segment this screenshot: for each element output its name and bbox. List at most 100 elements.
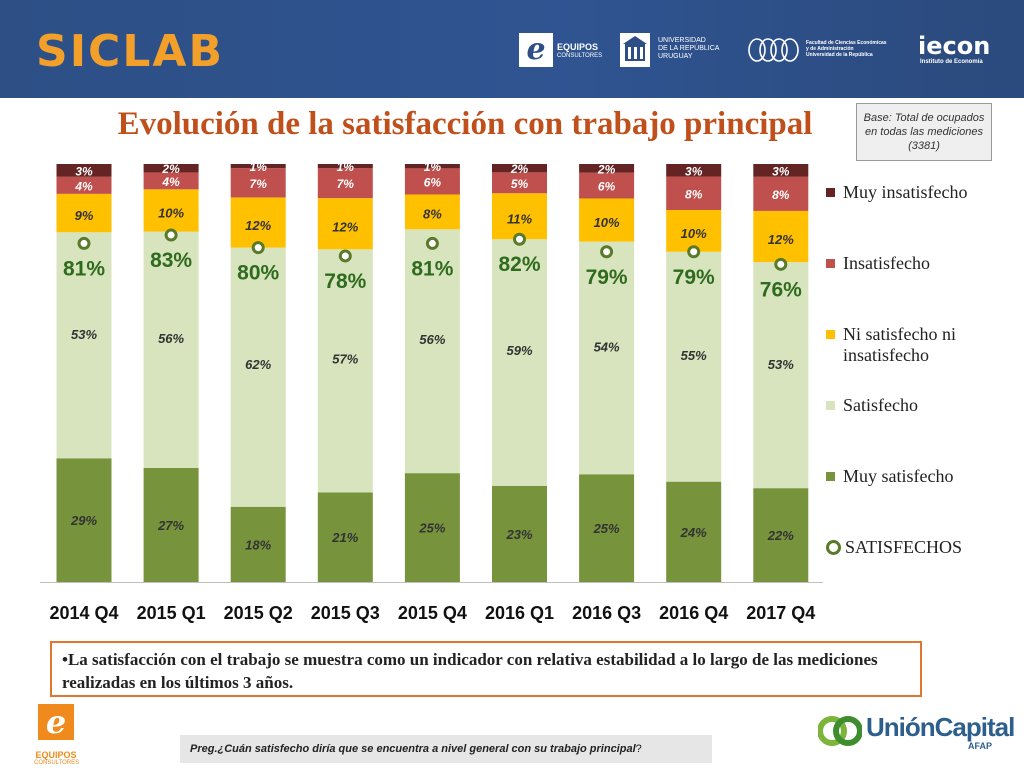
data-label-insatisfecho: 6%	[424, 175, 442, 189]
data-label-muy-insatisfecho: 2%	[510, 162, 529, 176]
legend-item-muy-satisfecho: Muy satisfecho	[826, 466, 953, 487]
iecon-logo: iecon Instituto de Economía	[918, 32, 991, 65]
bar-segment-satisfecho	[56, 232, 112, 459]
chart-title: Evolución de la satisfacción con trabajo…	[117, 106, 813, 142]
legend-swatch	[826, 401, 835, 410]
data-label-insatisfecho: 8%	[685, 187, 703, 201]
data-label-insatisfecho: 6%	[598, 180, 616, 194]
legend-label: Ni satisfecho ni insatisfecho	[843, 324, 956, 365]
bar-segment-ni-satisfecho	[317, 198, 373, 250]
data-label-satisfecho: 57%	[332, 352, 358, 367]
bar-segment-muy-satisfecho	[230, 506, 286, 582]
data-label-muy-satisfecho: 27%	[157, 518, 184, 533]
survey-question: Preg. ¿Cuán satisfecho diría que se encu…	[180, 735, 712, 763]
data-label-ni-satisfecho: 8%	[423, 207, 442, 222]
equipos-footer-subtext: CONSULTORES	[34, 760, 80, 766]
legend-item-muy-insatisfecho: Muy insatisfecho	[826, 182, 967, 203]
legend-label: SATISFECHOS	[845, 537, 963, 557]
data-label-muy-insatisfecho: 1%	[250, 160, 268, 174]
bar-segment-satisfecho	[492, 239, 547, 486]
bar-segment-muy-satisfecho	[666, 481, 722, 582]
data-label-muy-insatisfecho: 3%	[772, 164, 790, 178]
data-label-insatisfecho: 8%	[772, 188, 790, 202]
bar-segment-muy-satisfecho	[56, 458, 112, 582]
bar-segment-ni-satisfecho	[666, 209, 722, 252]
satisfechos-marker	[687, 245, 701, 259]
legend-label: Muy insatisfecho	[843, 182, 968, 202]
legend-marker	[826, 540, 841, 555]
summary-note: •La satisfacción con el trabajo se muest…	[50, 641, 922, 697]
legend-item-satisfechos: SATISFECHOS	[826, 537, 962, 558]
data-label-insatisfecho: 4%	[74, 179, 93, 193]
bar-segment-ni-satisfecho	[579, 198, 635, 242]
bar-segment-muy-insatisfecho	[492, 164, 547, 173]
data-label-satisfecho: 62%	[245, 357, 271, 372]
satisfechos-label: 80%	[237, 262, 279, 285]
data-label-ni-satisfecho: 9%	[75, 208, 94, 223]
bar-segment-muy-insatisfecho	[56, 164, 112, 177]
satisfechos-marker	[513, 232, 526, 246]
data-label-satisfecho: 56%	[419, 332, 445, 347]
legend-swatch	[826, 259, 835, 268]
data-label-muy-insatisfecho: 1%	[337, 160, 355, 174]
bar-segment-muy-satisfecho	[317, 492, 373, 582]
data-label-muy-insatisfecho: 3%	[685, 164, 703, 178]
data-label-muy-insatisfecho: 3%	[75, 164, 93, 178]
equipos-footer-logo: e EQUIPOS CONSULTORES	[34, 703, 80, 766]
data-label-satisfecho: 55%	[681, 348, 707, 363]
data-label-muy-satisfecho: 25%	[593, 521, 620, 536]
x-tick-label: 2015 Q3	[311, 603, 380, 623]
brand-logo: SICLAB	[36, 26, 224, 77]
satisfechos-marker	[251, 241, 265, 255]
satisfechos-marker	[77, 236, 91, 250]
data-label-satisfecho: 54%	[594, 339, 620, 354]
x-tick-label: 2015 Q2	[224, 603, 293, 623]
equipos-logo: e EQUIPOS CONSULTORES	[519, 33, 602, 69]
legend-label: Satisfecho	[843, 395, 918, 415]
satisfechos-label: 78%	[324, 270, 366, 293]
satisfechos-marker	[425, 236, 439, 250]
data-label-muy-satisfecho: 25%	[418, 521, 445, 536]
data-label-insatisfecho: 5%	[511, 177, 529, 191]
satisfechos-label: 81%	[411, 257, 453, 280]
data-label-muy-satisfecho: 21%	[331, 530, 358, 545]
bar-segment-muy-satisfecho	[579, 474, 635, 582]
data-label-insatisfecho: 7%	[337, 177, 355, 191]
x-tick-label: 2016 Q1	[485, 603, 554, 623]
legend-label: Muy satisfecho	[843, 466, 954, 486]
x-tick-label: 2015 Q4	[398, 603, 467, 623]
bar-segment-satisfecho	[579, 241, 635, 475]
satisfechos-label: 81%	[63, 257, 105, 280]
bar-segment-insatisfecho	[404, 168, 460, 195]
satisfechos-marker	[164, 228, 178, 242]
data-label-satisfecho: 53%	[71, 327, 97, 342]
bar-segment-ni-satisfecho	[230, 197, 286, 248]
bar-segment-ni-satisfecho	[143, 189, 199, 232]
bar-segment-insatisfecho	[317, 168, 373, 199]
bar-segment-insatisfecho	[230, 168, 286, 198]
data-label-muy-insatisfecho: 1%	[424, 160, 442, 174]
satisfechos-label: 83%	[150, 249, 192, 272]
bar-segment-satisfecho	[230, 247, 286, 507]
bar-segment-insatisfecho	[579, 172, 635, 199]
equipos-footer-text: EQUIPOS	[35, 750, 77, 760]
satisfechos-label: 79%	[586, 266, 628, 289]
bar-segment-muy-insatisfecho	[317, 164, 373, 169]
data-label-muy-insatisfecho: 2%	[161, 162, 180, 176]
data-label-muy-insatisfecho: 2%	[597, 162, 616, 176]
bar-segment-ni-satisfecho	[56, 193, 112, 233]
union-capital-logo: UniónCapital AFAP	[818, 710, 1015, 756]
question-text: ¿Cuán satisfecho diría que se encuentra …	[217, 743, 636, 755]
data-label-muy-satisfecho: 29%	[70, 513, 97, 528]
satisfechos-label: 82%	[498, 253, 540, 276]
bar-segment-satisfecho	[404, 229, 460, 474]
data-label-ni-satisfecho: 10%	[681, 226, 707, 241]
legend-item-satisfecho: Satisfecho	[826, 395, 918, 416]
stacked-bar-chart: 29%53%9%4%3%81%2014 Q427%56%10%4%2%83%20…	[40, 160, 823, 623]
satisfechos-label: 79%	[673, 266, 715, 289]
bar-segment-muy-insatisfecho	[143, 164, 199, 173]
bar-segment-insatisfecho	[56, 176, 112, 194]
legend-swatch	[826, 330, 835, 339]
x-tick-label: 2016 Q4	[659, 603, 728, 623]
bar-segment-satisfecho	[753, 262, 809, 489]
